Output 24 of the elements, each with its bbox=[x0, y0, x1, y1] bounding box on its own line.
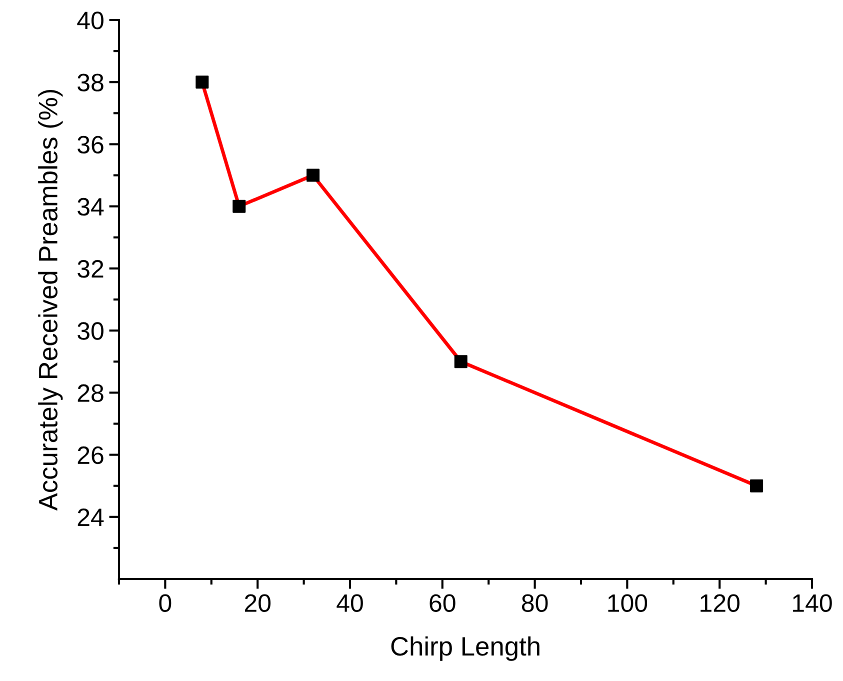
x-tick-label: 140 bbox=[793, 594, 832, 612]
y-tick-label: 30 bbox=[78, 322, 104, 340]
y-tick-label: 38 bbox=[78, 74, 104, 92]
point bbox=[232, 200, 246, 213]
y-axis-title: Accurately Received Preambles (%) bbox=[38, 90, 63, 511]
x-tick-label: 120 bbox=[700, 594, 740, 612]
y-tick-label: 26 bbox=[78, 446, 104, 464]
y-tick-label: 40 bbox=[77, 12, 104, 30]
point bbox=[306, 168, 320, 182]
x-tick-label: 60 bbox=[430, 594, 456, 612]
y-tick-label: 34 bbox=[78, 198, 104, 216]
point bbox=[750, 479, 764, 492]
x-axis-title: Chirp Length bbox=[391, 636, 540, 661]
y-tick-label: 28 bbox=[78, 384, 104, 402]
point bbox=[454, 355, 468, 368]
y-tick-label: 24 bbox=[78, 508, 104, 526]
y-tick-label: 32 bbox=[78, 260, 104, 278]
x-tick-label: 0 bbox=[159, 594, 172, 612]
x-tick-label: 40 bbox=[336, 594, 363, 612]
x-tick-label: 20 bbox=[244, 594, 271, 612]
point bbox=[196, 76, 209, 89]
x-tick-label: 100 bbox=[608, 594, 648, 612]
y-tick-label: 36 bbox=[78, 136, 104, 154]
x-tick-label: 80 bbox=[522, 594, 548, 612]
